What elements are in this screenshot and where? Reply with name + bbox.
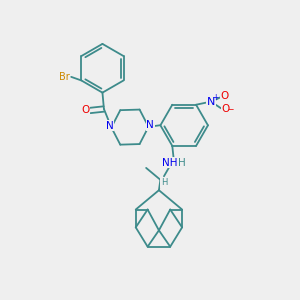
Text: N: N — [207, 97, 215, 107]
Text: +: + — [212, 93, 219, 102]
Text: O: O — [81, 106, 90, 116]
Text: N: N — [106, 121, 113, 130]
Text: O: O — [222, 104, 230, 115]
Text: H: H — [161, 178, 167, 187]
Text: NH: NH — [162, 158, 177, 168]
Text: Br: Br — [59, 72, 70, 82]
Text: −: − — [227, 105, 234, 114]
Text: N: N — [146, 120, 154, 130]
Text: O: O — [220, 91, 229, 101]
Text: H: H — [178, 158, 186, 168]
